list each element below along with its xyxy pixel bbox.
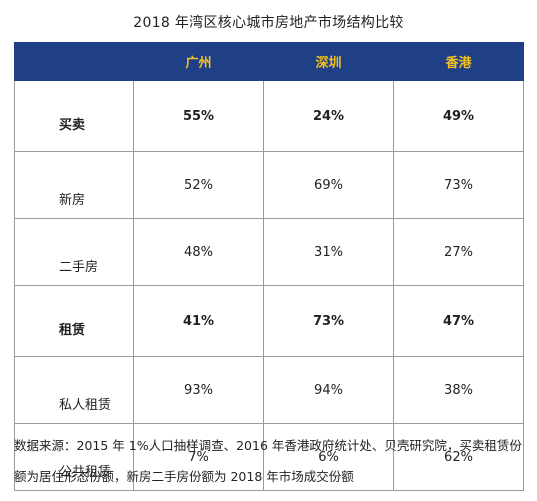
table-cell: 47%	[393, 285, 524, 357]
table-cell: 41%	[133, 285, 264, 357]
table-cell: 27%	[393, 218, 524, 286]
table-cell: 24%	[263, 80, 394, 152]
table-cell: 93%	[133, 356, 264, 424]
row-label: 租赁	[14, 285, 134, 357]
table-title: 2018 年湾区核心城市房地产市场结构比较	[133, 15, 404, 31]
table-cell: 55%	[133, 80, 264, 152]
column-header-guangzhou: 广州	[133, 42, 264, 81]
table-cell: 62%	[393, 423, 524, 491]
table-cell: 52%	[133, 151, 264, 219]
row-label: 私人租赁	[14, 356, 134, 424]
table-row: 租赁 41% 73% 47%	[14, 285, 524, 357]
market-structure-table: 广州 深圳 香港 买卖 55% 24% 49% 新房 52% 69% 73% 二…	[14, 42, 524, 491]
table-cell: 31%	[263, 218, 394, 286]
row-label: 买卖	[14, 80, 134, 152]
column-header-hongkong: 香港	[393, 42, 524, 81]
source-note: 数据来源：2015 年 1%人口抽样调查、2016 年香港政府统计处、贝壳研究院…	[14, 430, 529, 492]
row-label: 二手房	[14, 218, 134, 286]
table-cell: 69%	[263, 151, 394, 219]
header-corner	[14, 42, 134, 81]
table-cell: 94%	[263, 356, 394, 424]
table-row: 买卖 55% 24% 49%	[14, 80, 524, 152]
header-row: 广州 深圳 香港	[14, 42, 524, 81]
source-line-1: 数据来源：2015 年 1%人口抽样调查、2016 年香港政府统计处、贝壳研究院…	[14, 438, 522, 453]
table-row: 公共租赁 7% 6% 62%	[14, 423, 524, 491]
table-cell: 73%	[393, 151, 524, 219]
table-cell: 7%	[133, 423, 264, 491]
table-cell: 38%	[393, 356, 524, 424]
table-cell: 73%	[263, 285, 394, 357]
column-header-shenzhen: 深圳	[263, 42, 394, 81]
row-label: 公共租赁	[14, 423, 134, 491]
table-row: 二手房 48% 31% 27%	[14, 218, 524, 286]
table-cell: 48%	[133, 218, 264, 286]
table-row: 新房 52% 69% 73%	[14, 151, 524, 219]
row-label: 新房	[14, 151, 134, 219]
source-line-2: 额为居住形态份额，新房二手房份额为 2018 年市场成交份额	[14, 469, 354, 484]
table-cell: 49%	[393, 80, 524, 152]
table-row: 私人租赁 93% 94% 38%	[14, 356, 524, 424]
